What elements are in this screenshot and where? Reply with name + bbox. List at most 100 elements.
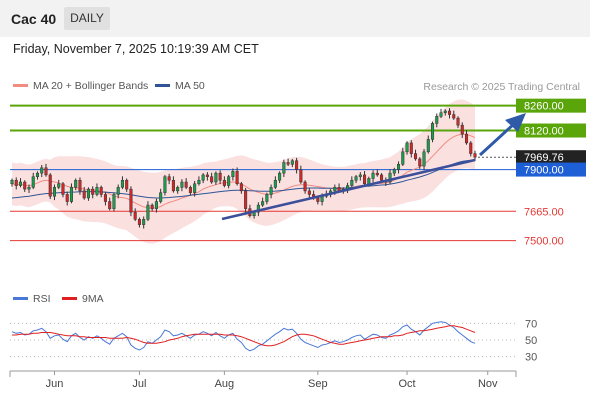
rsi-tick-label: 70 — [525, 318, 537, 330]
candle-up — [273, 179, 277, 188]
candle-down — [414, 153, 418, 160]
ma50-legend-swatch — [155, 84, 170, 87]
candle-up — [27, 187, 31, 190]
support-trendline — [221, 158, 476, 221]
rsi-legend-swatch — [13, 297, 28, 300]
candle-down — [239, 183, 243, 192]
timestamp: Friday, November 7, 2025 10:19:39 AM CET — [13, 42, 259, 56]
x-tick-label: Aug — [215, 378, 235, 390]
candle-up — [193, 183, 197, 193]
candle-up — [154, 201, 158, 209]
candle-up — [426, 139, 430, 153]
candle-down — [316, 197, 320, 202]
candle-down — [460, 124, 464, 135]
x-tick-label: Sep — [308, 378, 328, 390]
candle-down — [235, 171, 239, 185]
current-price-label: 7969.76 — [524, 152, 564, 164]
candle-down — [418, 158, 422, 167]
candle-down — [91, 188, 95, 195]
candle-down — [307, 190, 311, 195]
rsi-ma-legend-label: 9MA — [82, 293, 104, 305]
candle-up — [278, 172, 282, 181]
candle-down — [137, 219, 141, 225]
candle-up — [10, 179, 14, 185]
candle-down — [44, 167, 48, 176]
candle-down — [303, 181, 307, 192]
level-label-7665.00: 7665.00 — [524, 206, 564, 218]
candle-down — [452, 114, 456, 119]
candle-up — [430, 123, 435, 140]
x-tick-label: Nov — [478, 378, 498, 390]
candle-down — [133, 211, 137, 220]
candle-up — [146, 204, 150, 220]
candle-up — [214, 172, 218, 183]
candle-up — [18, 181, 23, 186]
candle-up — [333, 187, 337, 192]
candle-down — [48, 174, 52, 197]
x-tick-label: Jun — [46, 378, 64, 390]
ma50-legend-label: MA 50 — [175, 80, 205, 92]
candle-down — [188, 187, 192, 193]
candle-down — [205, 174, 209, 177]
level-label-7900.00: 7900.00 — [524, 165, 564, 177]
timeframe-button[interactable]: DAILY — [64, 7, 110, 30]
candle-up — [367, 178, 371, 185]
candle-up — [176, 187, 180, 192]
candle-down — [295, 160, 299, 170]
candle-down — [150, 204, 154, 209]
candle-up — [69, 187, 73, 202]
current-price-label-bg — [516, 150, 586, 165]
forecast-arrow-head — [505, 113, 526, 132]
candle-down — [286, 162, 290, 165]
candle-up — [142, 219, 146, 225]
candle-up — [120, 179, 124, 188]
candle-up — [163, 176, 167, 193]
level-label-8260.00: 8260.00 — [524, 101, 564, 113]
candle-up — [180, 181, 184, 188]
candle-up — [86, 188, 90, 199]
candle-up — [392, 169, 396, 174]
level-label-8120.00: 8120.00 — [524, 126, 564, 138]
rsi-ma-legend-swatch — [62, 297, 77, 300]
candle-down — [99, 187, 103, 195]
candle-down — [129, 188, 133, 213]
ma20-legend-label: MA 20 + Bollinger Bands — [33, 80, 149, 92]
candle-down — [184, 181, 188, 188]
candle-down — [464, 133, 469, 144]
candle-down — [210, 176, 214, 183]
candle-up — [74, 179, 78, 188]
candle-down — [82, 190, 86, 199]
candle-up — [159, 192, 163, 202]
candle-up — [371, 172, 375, 179]
bollinger-band — [12, 99, 475, 244]
candle-up — [35, 172, 40, 177]
instrument-title: Cac 40 — [11, 11, 57, 27]
candle-up — [422, 151, 426, 167]
candle-up — [197, 179, 201, 185]
title-bar: Cac 40 DAILY — [0, 0, 590, 37]
candle-up — [435, 116, 439, 124]
candle-up — [40, 167, 44, 174]
candle-up — [95, 187, 99, 195]
ma20-legend-swatch — [13, 84, 28, 87]
rsi-line — [11, 321, 476, 352]
candle-up — [282, 162, 286, 174]
rsi-tick-label: 50 — [525, 335, 537, 347]
candle-down — [218, 172, 222, 181]
level-label-bg-8260.00 — [516, 98, 586, 113]
candle-down — [78, 179, 82, 192]
candle-down — [447, 110, 452, 115]
candle-up — [231, 171, 235, 177]
candle-down — [167, 176, 171, 181]
candle-down — [103, 194, 107, 202]
candle-down — [61, 183, 65, 195]
candle-down — [244, 190, 248, 209]
candle-up — [401, 151, 405, 165]
level-label-bg-8120.00 — [516, 123, 586, 138]
level-label-7500.00: 7500.00 — [524, 236, 564, 248]
x-tick-label: Oct — [398, 378, 415, 390]
forecast-arrow-shaft — [478, 121, 517, 157]
candle-up — [269, 187, 273, 195]
candle-up — [52, 187, 57, 197]
